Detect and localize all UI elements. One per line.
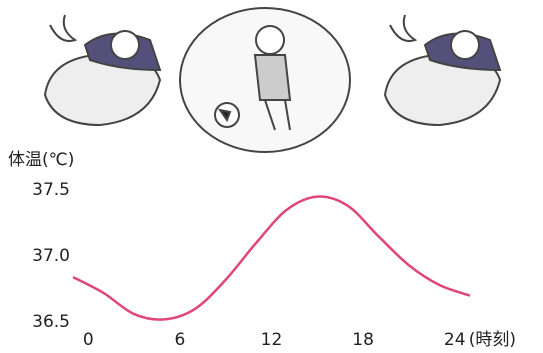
x-axis-label: (時刻) (469, 330, 516, 350)
sleeping-person-right (385, 15, 500, 125)
y-tick-label: 37.0 (32, 246, 70, 266)
y-axis-label: 体温(℃) (8, 150, 74, 170)
y-tick-label: 37.5 (32, 180, 70, 200)
x-tick-label: 0 (83, 330, 94, 350)
sleeping-person-left (45, 15, 160, 125)
illustration (45, 8, 500, 152)
boy-with-ball (180, 8, 350, 152)
chart: 体温(℃) 36.5 37.0 37.5 0 6 12 18 24(時刻) (0, 0, 543, 353)
x-tick-label: 24 (444, 330, 466, 350)
y-tick-label: 36.5 (32, 312, 70, 332)
x-tick-label: 18 (352, 330, 374, 350)
x-tick-label: 12 (261, 330, 283, 350)
line (73, 197, 470, 320)
x-tick-label: 6 (174, 330, 185, 350)
